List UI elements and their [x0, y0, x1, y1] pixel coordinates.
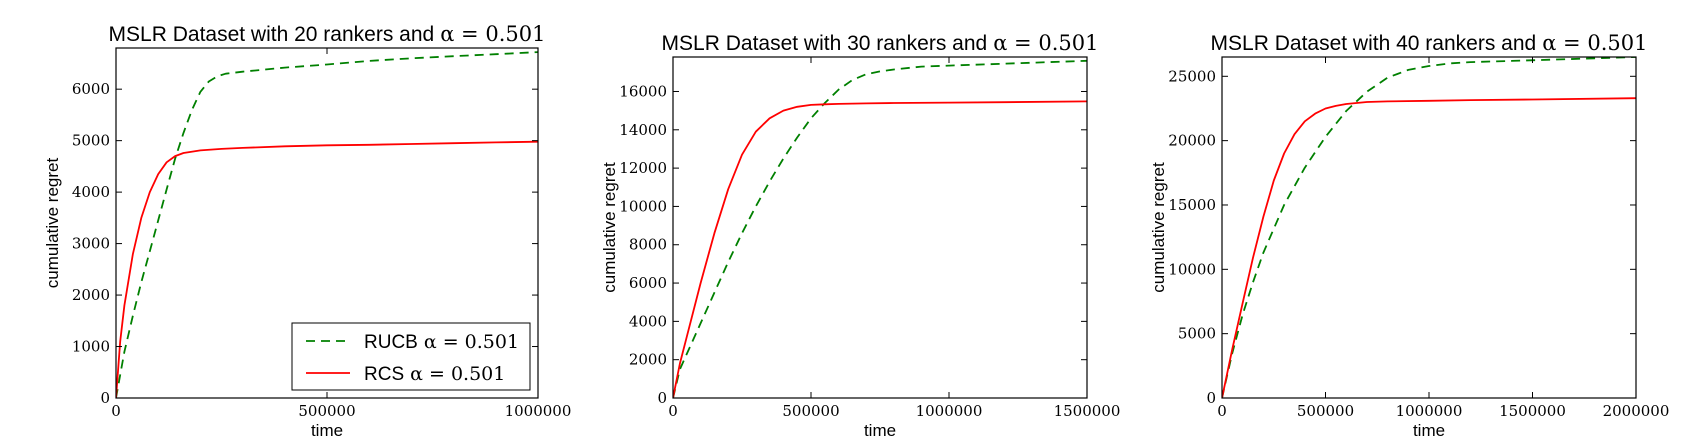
x-tick-label: 0 [668, 402, 678, 420]
series-line-rucb [1222, 57, 1636, 398]
y-tick-label: 2000 [629, 351, 667, 369]
y-tick-label: 0 [657, 389, 667, 407]
x-tick-label: 1000000 [505, 402, 572, 420]
y-tick-label: 12000 [619, 159, 667, 177]
x-axis-label: time [311, 421, 343, 440]
y-tick-label: 8000 [629, 236, 667, 254]
chart-title-math: α = 0.501 [1542, 31, 1647, 55]
x-tick-label: 500000 [1297, 402, 1354, 420]
y-tick-label: 20000 [1168, 132, 1216, 150]
chart-title-text: MSLR Dataset with 20 rankers and [109, 23, 435, 46]
legend-label-math: α = 0.501 [424, 331, 519, 353]
chart-title: MSLR Dataset with 20 rankers and α = 0.50… [109, 22, 546, 46]
legend-label: RCS α = 0.501 [364, 363, 505, 385]
y-tick-label: 25000 [1168, 67, 1216, 85]
y-tick-label: 5000 [72, 132, 110, 150]
chart-title-text: MSLR Dataset with 30 rankers and [662, 32, 988, 55]
series-line-rcs [116, 140, 538, 398]
x-tick-label: 1000000 [1396, 402, 1463, 420]
legend-label-text: RCS [364, 364, 404, 385]
chart-title-math: α = 0.501 [440, 22, 545, 46]
y-tick-label: 3000 [72, 235, 110, 253]
y-tick-label: 10000 [1168, 260, 1216, 278]
plot-frame [672, 56, 1088, 399]
y-tick-label: 4000 [72, 183, 110, 201]
x-axis-label: time [864, 421, 896, 440]
series-line-rucb [673, 59, 1087, 398]
x-tick-label: 0 [111, 402, 121, 420]
y-tick-label: 5000 [1178, 325, 1216, 343]
series-line-rcs [1222, 97, 1636, 398]
chart-panel-1: 0 500000 1000000 0 1000 2000 3000 4000 5000 6000 M… [43, 22, 571, 440]
y-tick-label: 2000 [72, 286, 110, 304]
y-tick-label: 10000 [619, 197, 667, 215]
x-tick-label: 1500000 [1499, 402, 1566, 420]
y-tick-label: 16000 [619, 82, 667, 100]
legend-box [291, 322, 531, 391]
chart-title-math: α = 0.501 [993, 31, 1098, 55]
y-tick-label: 6000 [72, 80, 110, 98]
legend: RUCB α = 0.501 RCS α = 0.501 [291, 322, 531, 391]
x-tick-label: 0 [1217, 402, 1227, 420]
y-tick-label: 6000 [629, 274, 667, 292]
y-tick-label: 1000 [72, 338, 110, 356]
y-axis-label: cumulative regret [600, 162, 619, 293]
x-tick-label: 1500000 [1054, 402, 1121, 420]
x-tick-label: 1000000 [916, 402, 983, 420]
x-tick-label: 500000 [782, 402, 839, 420]
y-tick-label: 0 [100, 389, 110, 407]
legend-label-text: RUCB [364, 332, 418, 353]
legend-label: RUCB α = 0.501 [364, 331, 519, 353]
y-axis-label: cumulative regret [43, 158, 62, 289]
chart-title: MSLR Dataset with 30 rankers and α = 0.50… [662, 31, 1099, 55]
y-tick-label: 15000 [1168, 196, 1216, 214]
series-line-rucb [116, 51, 538, 398]
chart-panel-2: 0 500000 1000000 1500000 0 2000 4000 6000 8000 10… [600, 31, 1120, 440]
y-tick-label: 14000 [619, 121, 667, 139]
chart-title: MSLR Dataset with 40 rankers and α = 0.50… [1211, 31, 1648, 55]
legend-label-math: α = 0.501 [410, 363, 505, 385]
y-tick-label: 4000 [629, 312, 667, 330]
series-line-rcs [673, 100, 1087, 398]
y-tick-label: 0 [1206, 389, 1216, 407]
plot-frame [1221, 56, 1637, 399]
x-tick-label: 500000 [298, 402, 355, 420]
chart-panel-3: 0 500000 1000000 1500000 2000000 0 5000 10000 15… [1149, 31, 1669, 440]
chart-title-text: MSLR Dataset with 40 rankers and [1211, 32, 1537, 55]
y-axis-label: cumulative regret [1149, 162, 1168, 293]
x-tick-label: 2000000 [1603, 402, 1670, 420]
x-axis-label: time [1413, 421, 1445, 440]
